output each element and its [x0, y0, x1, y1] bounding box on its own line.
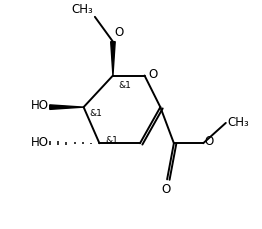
Text: CH₃: CH₃: [228, 116, 249, 129]
Text: O: O: [114, 26, 123, 39]
Text: O: O: [204, 135, 214, 148]
Text: &1: &1: [119, 81, 132, 90]
Text: HO: HO: [31, 99, 49, 112]
Text: &1: &1: [89, 109, 102, 118]
Text: HO: HO: [31, 136, 49, 149]
Text: &1: &1: [105, 136, 118, 145]
Text: O: O: [148, 68, 157, 81]
Polygon shape: [50, 105, 84, 109]
Polygon shape: [111, 42, 115, 76]
Text: CH₃: CH₃: [71, 3, 93, 16]
Text: O: O: [161, 183, 171, 196]
